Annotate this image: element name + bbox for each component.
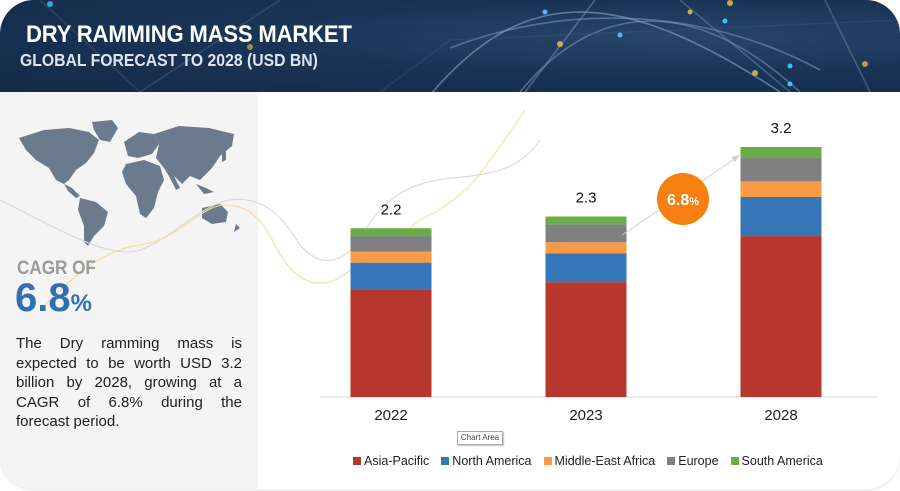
bar-segment-2023-south-america (545, 216, 627, 225)
legend-label: South America (741, 454, 823, 468)
total-label-2022: 2.2 (381, 201, 402, 218)
total-label-2023: 2.3 (576, 190, 597, 207)
legend-item-north-america[interactable]: North America (441, 454, 532, 468)
legend-swatch (543, 457, 552, 465)
market-description: The Dry ramming mass is expected to be w… (16, 335, 242, 430)
legend-swatch (441, 457, 450, 465)
bar-segment-2022-south-america (350, 228, 432, 237)
bar-segment-2022-europe (350, 236, 432, 252)
legend-swatch (730, 457, 739, 465)
bar-segment-2022-middle-east-africa (350, 251, 432, 263)
cagr-callout-circle (657, 173, 709, 225)
bar-segment-2022-north-america (350, 262, 432, 290)
legend-label: North America (452, 454, 532, 468)
bar-segment-2028-north-america (740, 197, 822, 237)
chart-legend: Asia-Pacific North America Middle-East Afr… (353, 454, 823, 468)
x-tick-label-2022: 2022 (374, 407, 407, 424)
legend-swatch (667, 457, 676, 465)
page-subtitle: GLOBAL FORECAST TO 2028 (USD BN) (20, 50, 318, 70)
cagr-callout-text: 6.8% (667, 192, 699, 209)
bar-segment-2028-middle-east-africa (740, 181, 822, 197)
legend-label: Europe (678, 454, 719, 468)
bar-segment-2023-north-america (545, 253, 627, 283)
legend-label: Middle-East Africa (554, 454, 656, 468)
cagr-number: 6.8 (15, 276, 71, 320)
legend-swatch (353, 457, 361, 465)
x-tick-label-2023: 2023 (569, 407, 602, 424)
page-title: DRY RAMMING MASS MARKET (26, 21, 352, 48)
chart-area-tooltip: Chart Area (457, 431, 503, 445)
bar-segment-2028-asia-pacific (740, 236, 822, 397)
growth-arrow-head (731, 155, 740, 162)
bar-segment-2022-asia-pacific (350, 289, 432, 397)
total-label-2028: 3.2 (771, 120, 792, 137)
legend-item-europe[interactable]: Europe (667, 454, 719, 468)
bar-segment-2028-europe (740, 157, 822, 182)
x-tick-label-2028: 2028 (764, 407, 797, 424)
decorative-swirls (0, 109, 541, 311)
bar-segment-2023-middle-east-africa (545, 242, 627, 254)
legend-item-south-america[interactable]: South America (730, 454, 823, 468)
legend-item-middle-east-africa[interactable]: Middle-East Africa (543, 454, 656, 468)
fiber-optic-background (39, 0, 900, 92)
bar-segment-2023-asia-pacific (545, 282, 627, 397)
header-banner: DRY RAMMING MASS MARKET GLOBAL FORECAST … (0, 0, 900, 92)
legend-label: Asia-Pacific (364, 454, 430, 468)
cagr-label: CAGR OF (17, 258, 96, 279)
legend-item-asia-pacific[interactable]: Asia-Pacific (353, 454, 429, 468)
cagr-value: 6.8% (15, 276, 92, 326)
world-map-icon (14, 118, 244, 253)
bar-segment-2028-south-america (740, 147, 822, 158)
bar-segment-2023-europe (545, 224, 627, 243)
cagr-unit: % (70, 290, 92, 317)
